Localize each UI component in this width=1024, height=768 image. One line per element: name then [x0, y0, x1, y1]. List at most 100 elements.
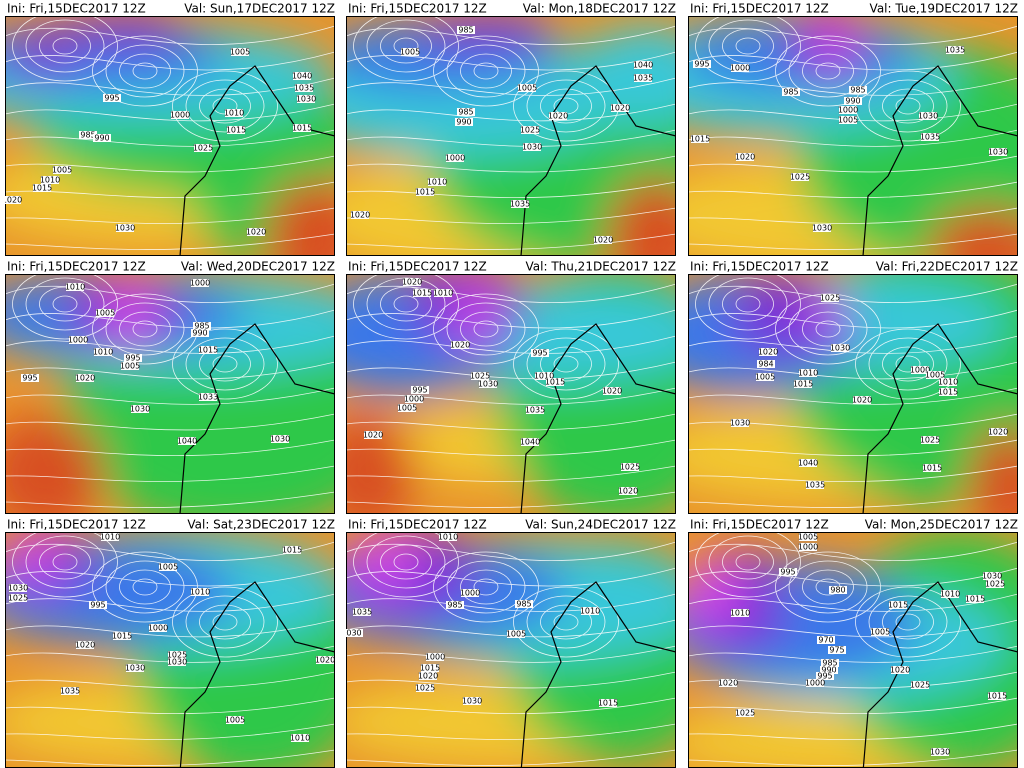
isobars [5, 532, 335, 766]
forecast-panel: Ini: Fri,15DEC2017 12Z Val: Sun,17DEC2017… [5, 2, 335, 256]
isobar [882, 604, 934, 640]
label-bg [806, 481, 824, 489]
isobar-label: 1035 [60, 687, 80, 696]
isobar [513, 328, 619, 400]
isobar-label: 1015 [415, 188, 435, 197]
isobar-label: 995 [104, 94, 119, 103]
label-bg [581, 607, 599, 615]
isobar [688, 413, 1018, 431]
isobar [882, 88, 934, 124]
isobar-label: 1015 [938, 388, 958, 397]
isobar-label: 1020 [593, 236, 613, 245]
label-bg [66, 283, 84, 291]
pressure-shade [10, 31, 80, 81]
isobar-label: 1005 [798, 533, 818, 542]
label-bg [821, 294, 839, 302]
isobar-label: 1030 [125, 664, 145, 673]
isobar [25, 277, 105, 331]
isobar-label: 985 [458, 108, 473, 117]
label-bg [799, 543, 817, 551]
isobars [346, 16, 676, 250]
isobar [12, 532, 118, 598]
isobar-label: 1040 [633, 61, 653, 70]
label-bg [693, 60, 711, 68]
isobar [433, 551, 539, 623]
label-bg [293, 72, 311, 80]
isobar [105, 302, 185, 356]
init-time: Ini: Fri,15DEC2017 12Z [690, 518, 829, 532]
isobar-label: 1010 [427, 178, 447, 187]
init-time: Ini: Fri,15DEC2017 12Z [7, 2, 146, 16]
isobar-label: 1025 [193, 144, 213, 153]
isobar [802, 311, 854, 347]
isobar [855, 586, 961, 658]
label-bg [731, 64, 749, 72]
isobar [5, 207, 335, 224]
isobar-label: 990 [192, 329, 207, 338]
isobar [353, 532, 459, 598]
pressure-shade [778, 562, 858, 642]
isobar-label: 985 [447, 601, 462, 610]
label-bg [101, 533, 119, 541]
valid-time: Val: Sun,24DEC2017 12Z [525, 518, 676, 532]
isobar-label: 1020 [718, 679, 738, 688]
label-bg [457, 26, 475, 34]
isobar-label: 1030 [462, 697, 482, 706]
isobar [346, 387, 676, 405]
label-bg [821, 659, 839, 667]
label-bg [817, 636, 835, 644]
isobar-label: 985 [458, 26, 473, 35]
label-bg [113, 632, 131, 640]
label-bg [191, 279, 209, 287]
label-bg [799, 369, 817, 377]
label-bg [457, 108, 475, 116]
isobar-label: 1040 [798, 459, 818, 468]
isobar [132, 320, 158, 338]
isobar [460, 311, 512, 347]
label-bg [416, 684, 434, 692]
label-bg [634, 74, 652, 82]
isobar-label: 1030 [478, 380, 498, 389]
isobar-label: 1030 [115, 224, 135, 233]
isobar-label: 1000 [170, 111, 190, 120]
isobar [25, 19, 105, 73]
isobar-label: 995 [694, 60, 709, 69]
isobar [473, 578, 499, 596]
label-bg [116, 224, 134, 232]
label-bg [403, 278, 421, 286]
isobar [5, 361, 335, 380]
label-bg [61, 687, 79, 695]
isobar-label: 1030 [930, 748, 950, 757]
isobar-label: 1015 [198, 346, 218, 355]
isobar [52, 295, 78, 313]
isobar [788, 302, 868, 356]
isobar [346, 413, 676, 431]
isobar [52, 37, 78, 55]
label-bg [853, 396, 871, 404]
isobar-label: 1030 [988, 148, 1008, 157]
isobar [446, 560, 526, 614]
label-bg [419, 672, 437, 680]
isobar-label: 1000 [730, 64, 750, 73]
label-bg [225, 109, 243, 117]
label-bg [731, 609, 749, 617]
isobar-label: 1000 [190, 279, 210, 288]
isobar-label: 1000 [838, 106, 858, 115]
isobar-label: 1033 [198, 393, 218, 402]
isobar-label: 1015 [965, 595, 985, 604]
isobar-label: 1015 [226, 126, 246, 135]
label-bg [939, 378, 957, 386]
isobar-label: 1025 [985, 580, 1005, 589]
isobar-label: 1020 [315, 656, 335, 665]
isobar [5, 541, 335, 561]
valid-time: Val: Wed,20DEC2017 12Z [181, 260, 335, 274]
isobar-label: 1000 [68, 336, 88, 345]
isobar-label: 1020 [418, 672, 438, 681]
isobar [695, 532, 801, 598]
isobar [868, 595, 948, 649]
isobar [105, 44, 185, 98]
isobars [688, 16, 1018, 250]
isobar [735, 295, 761, 313]
